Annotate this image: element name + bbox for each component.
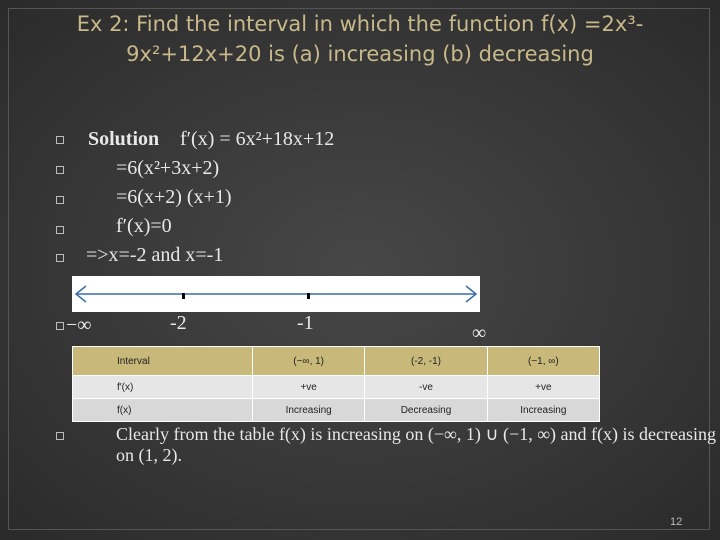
table-cell: Increasing: [252, 398, 366, 422]
solution-line: =6(x²+3x+2): [116, 157, 220, 179]
bullet: [56, 166, 64, 174]
table-cell: Interval: [71, 346, 254, 376]
table-cell: Decreasing: [364, 398, 488, 422]
page-number: 12: [670, 516, 683, 528]
number-line-box: [72, 276, 480, 312]
number-line-label: -2: [170, 312, 187, 334]
table-cell: f(x): [71, 398, 254, 422]
table-row: Interval (−∞, 1) (-2, -1) (−1, ∞): [71, 346, 601, 376]
number-line: [74, 285, 478, 303]
table-cell: Increasing: [486, 398, 601, 422]
number-line-label: -1: [297, 312, 314, 334]
solution-line: f′(x) = 6x²+18x+12: [180, 128, 335, 150]
bullet: [56, 136, 64, 144]
table-cell: +ve: [486, 375, 601, 399]
title-line: Ex 2: Find the interval in which the fun…: [76, 12, 644, 36]
table-row: f′(x) +ve -ve +ve: [71, 375, 601, 399]
table-row: f(x) Increasing Decreasing Increasing: [71, 398, 601, 422]
table-cell: (−∞, 1): [252, 346, 366, 376]
solution-line: =>x=-2 and x=-1: [86, 244, 224, 266]
bullet: [56, 322, 64, 330]
table-cell: (-2, -1): [364, 346, 488, 376]
bullet: [56, 226, 64, 234]
title-line: 9x²+12x+20 is (a) increasing (b) decreas…: [126, 42, 594, 66]
number-line-label: −∞: [66, 314, 92, 336]
panel: [8, 8, 710, 530]
table-cell: f′(x): [71, 375, 254, 399]
solution-line: f′(x)=0: [116, 215, 172, 237]
conclusion: Clearly from the table f(x) is increasin…: [116, 424, 716, 465]
table-cell: -ve: [364, 375, 488, 399]
solution-line: =6(x+2) (x+1): [116, 186, 232, 208]
bullet: [56, 196, 64, 204]
solution-label: Solution: [88, 128, 160, 150]
bullet: [56, 432, 64, 440]
interval-table: Interval (−∞, 1) (-2, -1) (−1, ∞) f′(x) +ve -v…: [71, 346, 601, 422]
table-cell: +ve: [252, 375, 366, 399]
table-cell: (−1, ∞): [486, 346, 601, 376]
number-line-label: ∞: [472, 322, 487, 344]
bullet: [56, 254, 64, 262]
